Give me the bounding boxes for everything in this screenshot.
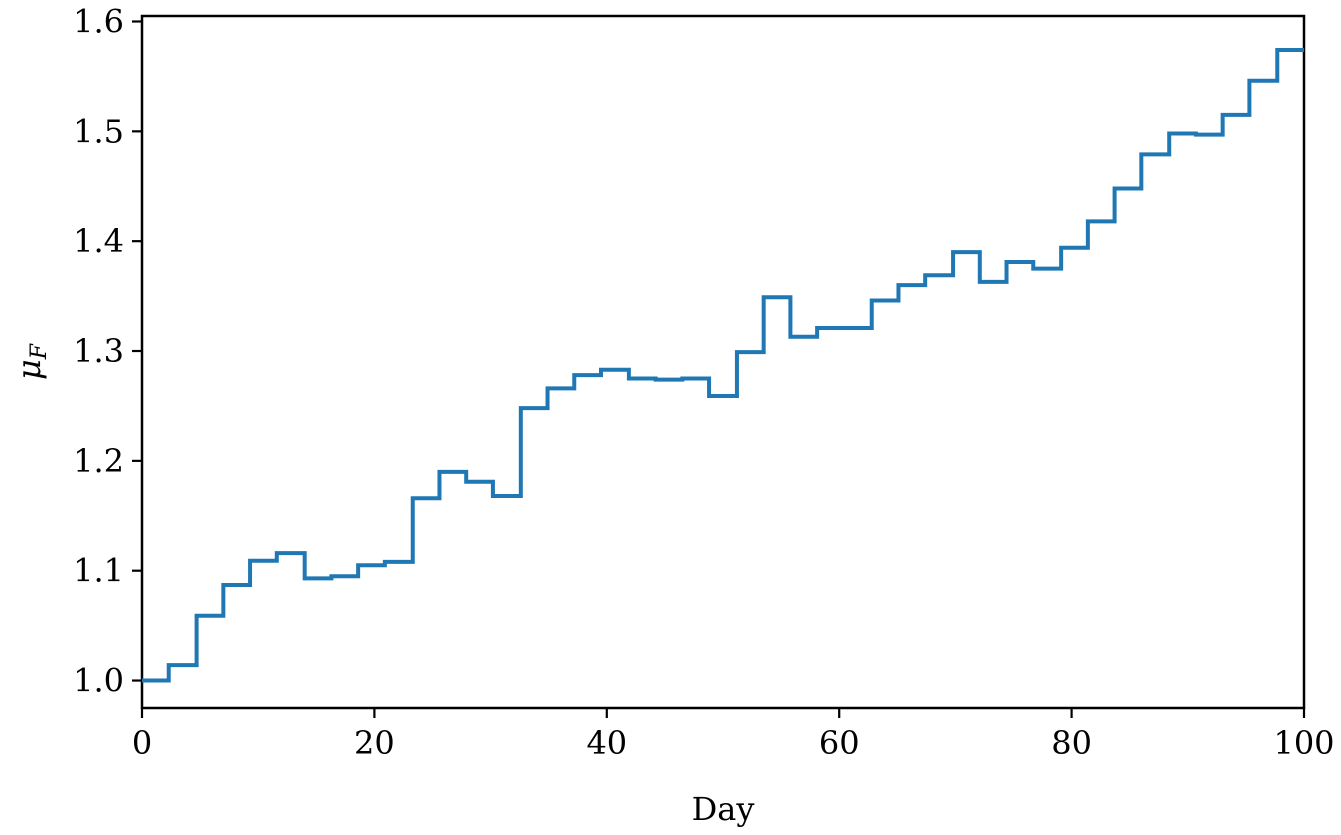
- y-tick-label: 1.5: [73, 112, 124, 150]
- y-tick-label: 1.0: [73, 662, 124, 700]
- series-line-0: [142, 48, 1304, 683]
- x-tick-label: 60: [819, 724, 860, 762]
- x-tick-label: 100: [1273, 724, 1334, 762]
- y-tick-label: 1.4: [73, 222, 124, 260]
- x-axis-label: Day: [692, 790, 755, 828]
- x-tick-label: 80: [1051, 724, 1092, 762]
- x-axis: 0 20 40 60 80 100: [132, 708, 1335, 762]
- y-axis-label-subscript: F: [27, 343, 52, 360]
- y-tick-label: 1.2: [73, 442, 124, 480]
- x-tick-label: 40: [586, 724, 627, 762]
- series-layer: [142, 48, 1304, 683]
- plot-frame: [140, 14, 1306, 710]
- y-axis-label: μF: [10, 343, 52, 380]
- x-tick-label: 0: [132, 724, 152, 762]
- y-axis: 1.0 1.1 1.2 1.3 1.4 1.5 1.6: [73, 2, 142, 700]
- y-axis-label-symbol: μ: [10, 359, 48, 380]
- y-tick-label: 1.1: [73, 552, 124, 590]
- plot-area: [140, 14, 1306, 710]
- x-tick-label: 20: [354, 724, 395, 762]
- y-tick-label: 1.3: [73, 332, 124, 370]
- y-tick-label: 1.6: [73, 2, 124, 40]
